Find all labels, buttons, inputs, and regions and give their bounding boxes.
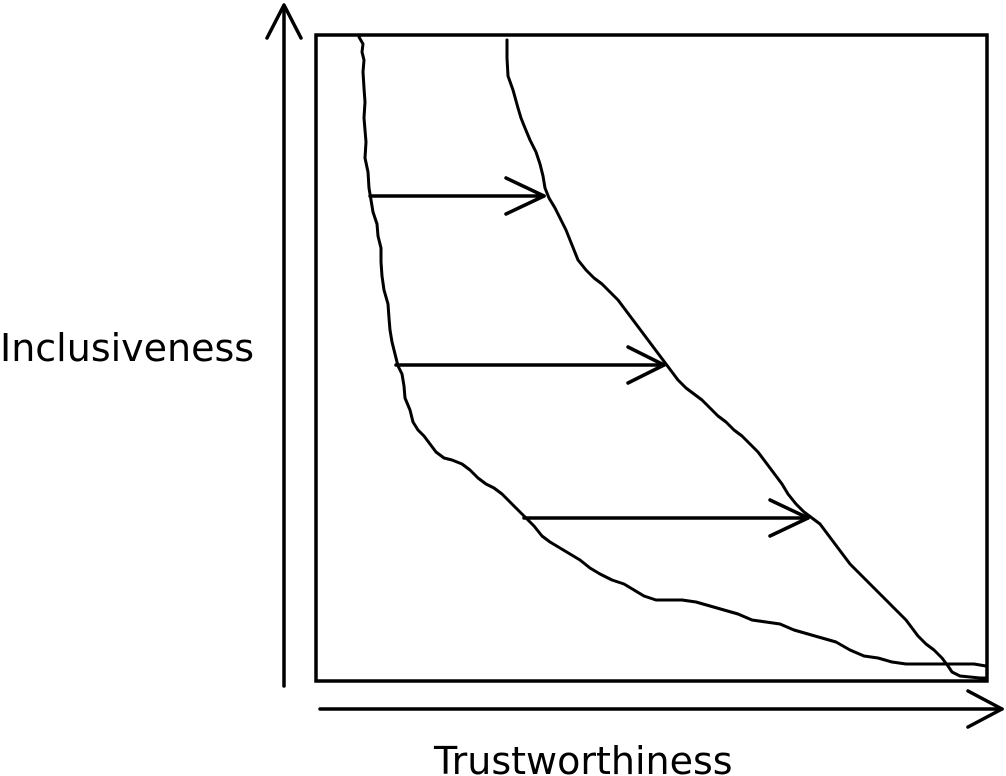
shift-arrow-top: [368, 176, 546, 216]
shift-arrow-bottom: [522, 498, 810, 538]
y-axis-arrow: [265, 3, 303, 688]
shift-arrow-middle: [394, 345, 666, 385]
x-axis-label: Trustworthiness: [433, 739, 733, 776]
x-axis-arrow: [318, 689, 1004, 729]
plot-frame: [314, 33, 989, 683]
lower-curve: [357, 35, 988, 668]
y-axis-label: Inclusiveness: [0, 326, 254, 370]
upper-curve: [505, 38, 988, 680]
